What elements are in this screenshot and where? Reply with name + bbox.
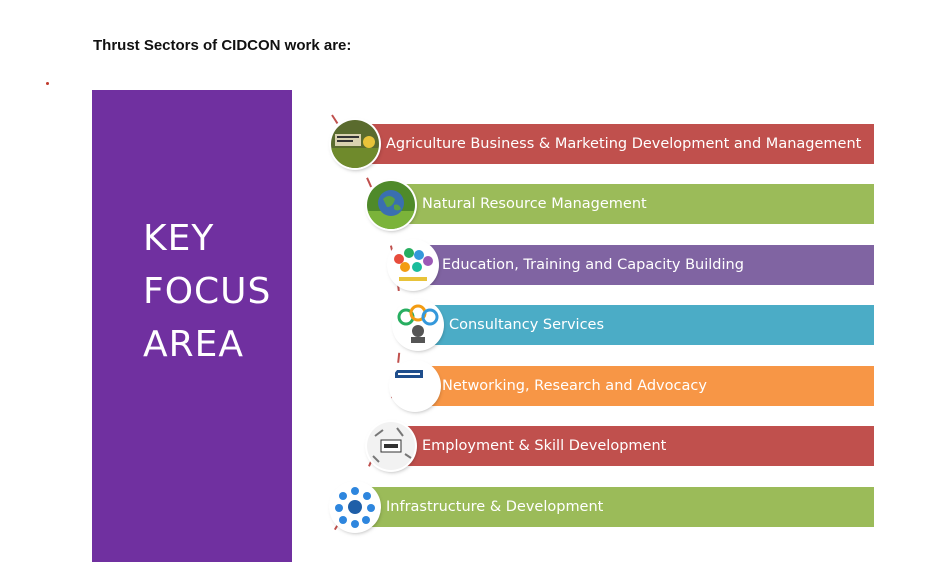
- key-focus-line: FOCUS: [143, 271, 272, 312]
- infrastructure-network-icon: [331, 483, 379, 531]
- networking-icon: [391, 362, 439, 410]
- sector-bar-consultancy: Consultancy Services: [418, 305, 874, 345]
- sector-label: Employment & Skill Development: [422, 438, 667, 454]
- globe-leaf-icon: [367, 181, 415, 229]
- key-focus-line: KEY: [143, 218, 215, 259]
- key-focus-panel: [92, 90, 292, 562]
- agriculture-business-icon: [331, 120, 379, 168]
- sector-bar-agriculture: Agriculture Business & Marketing Develop…: [350, 124, 874, 164]
- key-focus-text: KEY FOCUS AREA: [143, 212, 271, 371]
- page-title: Thrust Sectors of CIDCON work are:: [93, 37, 352, 54]
- capacity-building-icon: [389, 241, 437, 289]
- key-focus-line: AREA: [143, 324, 245, 365]
- consultancy-icon: [394, 301, 442, 349]
- sector-label: Natural Resource Management: [422, 196, 647, 212]
- sector-bar-education: Education, Training and Capacity Buildin…: [412, 245, 874, 285]
- sector-label: Consultancy Services: [449, 317, 605, 333]
- sector-bar-employment: Employment & Skill Development: [390, 426, 874, 466]
- skill-icon: [367, 422, 415, 470]
- sector-label: Infrastructure & Development: [386, 499, 604, 515]
- sector-label: Education, Training and Capacity Buildin…: [442, 257, 744, 273]
- bullet-marker: [46, 82, 49, 85]
- sector-bar-infrastructure: Infrastructure & Development: [350, 487, 874, 527]
- sector-bar-networking: Networking, Research and Advocacy: [412, 366, 874, 406]
- sector-label: Agriculture Business & Marketing Develop…: [386, 136, 862, 152]
- sector-bar-natural-resource: Natural Resource Management: [390, 184, 874, 224]
- sector-label: Networking, Research and Advocacy: [442, 378, 707, 394]
